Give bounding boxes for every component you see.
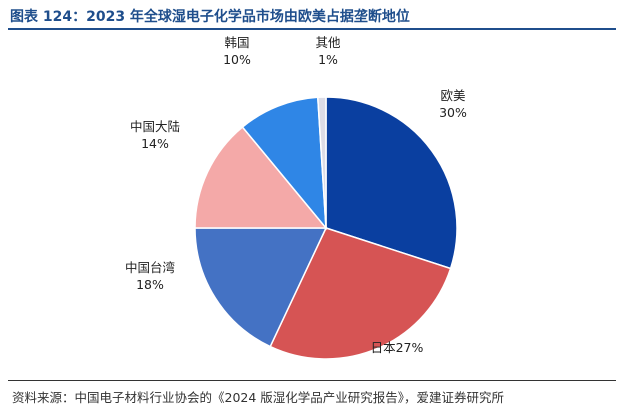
- pie-slice-3: [194, 227, 328, 348]
- pie-slice-5: [241, 96, 327, 231]
- pie-slice-2: [269, 227, 452, 360]
- source-divider: [8, 380, 616, 381]
- pie-chart: 欧美 30% 日本27% 中国台湾 18% 中国大陆 14% 韩国 10% 其他 1%: [125, 35, 467, 360]
- slice-label-3: 中国台湾: [125, 260, 175, 275]
- source-note: 资料来源：中国电子材料行业协会的《2024 版湿化学品产业研究报告》，爱建证券研…: [12, 390, 505, 405]
- slice-value-6: 1%: [318, 52, 338, 67]
- slice-value-1: 30%: [439, 105, 467, 120]
- slice-value-4: 14%: [141, 136, 169, 151]
- slice-label-1: 欧美: [440, 88, 465, 103]
- slice-value-3: 18%: [136, 277, 164, 292]
- pie-slice-4: [194, 126, 328, 229]
- title-divider: [8, 28, 616, 30]
- pie-slice-6: [316, 96, 327, 229]
- chart-title: 图表 124：2023 年全球湿电子化学品市场由欧美占据垄断地位: [10, 9, 410, 25]
- slice-label-4: 中国大陆: [130, 119, 180, 134]
- slice-label-2: 日本27%: [371, 340, 424, 355]
- chart-area: 欧美 30% 日本27% 中国台湾 18% 中国大陆 14% 韩国 10% 其他 1%: [0, 30, 624, 380]
- slice-label-5: 韩国: [224, 35, 249, 50]
- pie-slice-1: [325, 96, 458, 270]
- slice-value-5: 10%: [223, 52, 251, 67]
- slice-label-6: 其他: [315, 35, 341, 50]
